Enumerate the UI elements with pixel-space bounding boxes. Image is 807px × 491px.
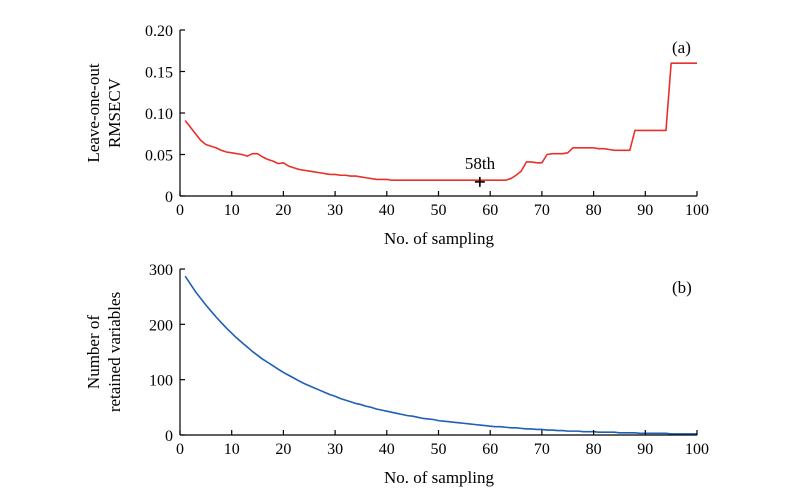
panel-a-ylabel-line1: Leave-one-out [84,63,103,162]
panel-a-x-tick-label: 30 [327,202,343,219]
panel-b-x-tick-label: 50 [431,441,447,458]
panel-b-chart: 0 10 20 30 40 50 60 70 80 90 100 0 100 200 300 (b) No.… [84,262,709,487]
panel-a-series-line [184,62,697,182]
panel-b-x-tick-label: 80 [586,441,602,458]
annotation-58th-marker [474,176,485,187]
panel-a-x-tick-label: 70 [534,202,550,219]
panel-a-x-tick-label: 50 [431,202,447,219]
panel-a-label: (a) [672,38,691,57]
panel-b-y-tick-label: 200 [149,317,173,334]
panel-a-xlabel: No. of sampling [384,229,495,248]
panel-a-chart: 0 10 20 30 40 50 60 70 80 90 10000.050.100.150.20 … [84,23,709,248]
panel-b-x-tick-label: 60 [482,441,498,458]
panel-b-x-tick-label: 10 [224,441,240,458]
panel-a-y-tick-label: 0.15 [145,65,173,82]
panel-b-ylabel-line2: retained variables [105,292,124,412]
annotation-58th-label: 58th [465,154,496,173]
panel-a-x-tick-label: 40 [379,202,395,219]
panel-a-y-tick-label: 0.05 [145,148,173,165]
panel-b-xlabel: No. of sampling [384,468,495,487]
panel-a-x-tick-label: 10 [224,202,240,219]
panel-b-x-tick-label: 0 [176,441,184,458]
panel-a-x-tick-label: 0 [176,202,184,219]
panel-b-x-tick-label: 40 [379,441,395,458]
panel-b-label: (b) [672,278,692,297]
panel-a-x-tick-label: 80 [586,202,602,219]
panel-a-ylabel-line2: RMSECV [105,77,124,148]
panel-b-ylabel-line1: Number of [84,315,103,389]
panel-a-x-tick-label: 20 [275,202,291,219]
panel-a-y-tick-label: 0.20 [145,23,173,40]
panel-b-y-tick-label: 300 [149,262,173,279]
panel-b-x-tick-label: 70 [534,441,550,458]
panel-a-y-tick-label: 0.10 [145,106,173,123]
panel-b-y-tick-label: 0 [165,428,173,445]
panel-b-x-tick-label: 90 [637,441,653,458]
panel-a-y-tick-label: 0 [165,189,173,206]
panel-b-x-tick-label: 20 [275,441,291,458]
panel-b-y-tick-label: 100 [149,373,173,390]
panel-b-x-tick-label: 100 [685,441,709,458]
panel-b-series-line [184,275,697,435]
panel-a-x-tick-label: 90 [637,202,653,219]
panel-b-x-tick-label: 30 [327,441,343,458]
panel-a-x-tick-label: 60 [482,202,498,219]
panel-a-x-tick-label: 100 [685,202,709,219]
